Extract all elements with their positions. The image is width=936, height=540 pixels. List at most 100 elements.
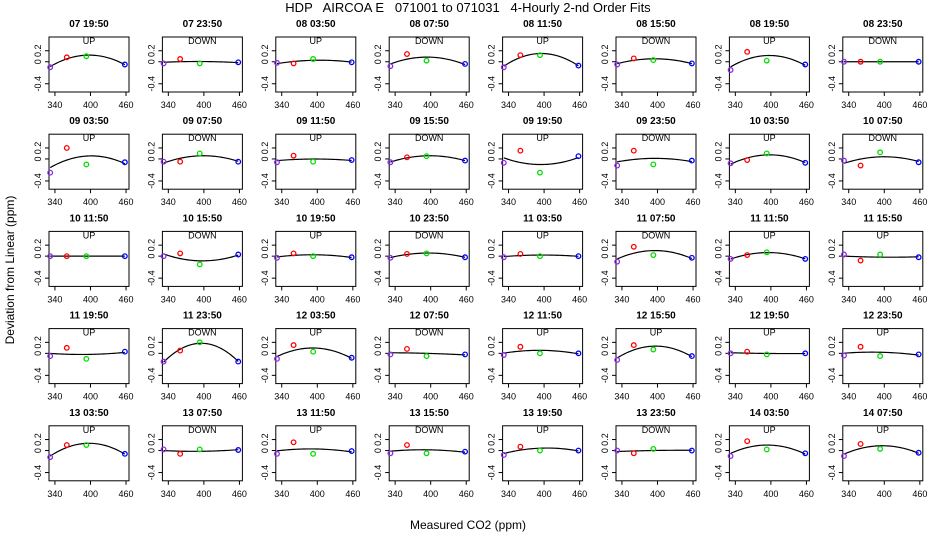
data-point bbox=[348, 157, 355, 163]
y-tick-label: 0.2 bbox=[260, 239, 270, 252]
data-point bbox=[121, 61, 128, 68]
y-tick-label: -0.4 bbox=[487, 465, 497, 481]
y-tick-label: 0 bbox=[827, 351, 837, 356]
y-tick-label: -0.4 bbox=[33, 465, 43, 481]
panel-direction-label: DOWN bbox=[642, 230, 671, 240]
data-point bbox=[290, 342, 297, 349]
x-tick-label: 400 bbox=[310, 294, 325, 304]
y-tick-label: -0.4 bbox=[373, 465, 383, 481]
y-tick-label: 0.2 bbox=[827, 142, 837, 155]
data-point bbox=[121, 450, 128, 457]
y-tick-label: -0.4 bbox=[373, 270, 383, 286]
data-point bbox=[915, 159, 922, 166]
panel-direction-label: UP bbox=[763, 133, 776, 143]
y-tick-label: -0.4 bbox=[713, 368, 723, 384]
y-tick-label: 0.2 bbox=[600, 433, 610, 446]
y-tick-label: 0 bbox=[33, 59, 43, 64]
x-tick-label: 400 bbox=[196, 489, 211, 499]
data-point bbox=[688, 254, 695, 261]
panel-title: 11 07:50 bbox=[637, 213, 676, 224]
y-tick-label: 0 bbox=[373, 448, 383, 453]
data-point bbox=[802, 255, 809, 262]
panel-title: 09 07:50 bbox=[183, 116, 223, 127]
y-tick-label: -0.4 bbox=[33, 173, 43, 189]
x-tick-label: 340 bbox=[841, 197, 856, 207]
y-tick-label: -0.4 bbox=[146, 76, 156, 92]
data-point bbox=[614, 162, 621, 169]
panel-direction-label: UP bbox=[536, 425, 549, 435]
data-point bbox=[744, 438, 751, 445]
data-point bbox=[274, 254, 280, 261]
panel-title: 12 19:50 bbox=[750, 311, 790, 322]
data-point bbox=[63, 144, 70, 151]
data-point bbox=[744, 157, 751, 163]
x-tick-label: 460 bbox=[572, 392, 587, 402]
y-tick-label: -0.4 bbox=[260, 270, 270, 286]
y-tick-label: 0 bbox=[713, 59, 723, 64]
panel-frame bbox=[275, 230, 357, 287]
y-tick-label: 0.2 bbox=[713, 44, 723, 57]
x-tick-label: 400 bbox=[196, 392, 211, 402]
x-tick-label: 460 bbox=[572, 100, 587, 110]
y-tick-label: 0.2 bbox=[33, 239, 43, 252]
panel-direction-label: DOWN bbox=[642, 36, 671, 46]
fit-curve bbox=[617, 157, 692, 163]
y-tick-label: -0.4 bbox=[600, 76, 610, 92]
panel-frame bbox=[48, 36, 130, 93]
x-tick-label: 340 bbox=[47, 294, 62, 304]
y-tick-label: 0 bbox=[33, 156, 43, 161]
y-tick-label: 0.2 bbox=[713, 336, 723, 349]
y-tick-label: -0.4 bbox=[146, 368, 156, 384]
y-tick-label: -0.4 bbox=[260, 76, 270, 92]
x-tick-label: 460 bbox=[119, 489, 134, 499]
data-point bbox=[877, 445, 884, 452]
y-tick-label: 0 bbox=[713, 254, 723, 259]
panel-direction-label: DOWN bbox=[869, 36, 898, 46]
data-point bbox=[763, 150, 770, 157]
y-tick-label: -0.4 bbox=[33, 270, 43, 286]
x-tick-label: 340 bbox=[161, 392, 176, 402]
panel-direction-label: DOWN bbox=[188, 133, 217, 143]
x-tick-label: 400 bbox=[763, 100, 778, 110]
data-point bbox=[500, 159, 507, 166]
data-point bbox=[650, 57, 657, 64]
x-tick-label: 340 bbox=[161, 489, 176, 499]
data-point bbox=[727, 350, 734, 357]
data-point bbox=[462, 351, 469, 358]
panel-frame bbox=[502, 133, 584, 190]
x-tick-label: 340 bbox=[501, 392, 516, 402]
x-tick-label: 400 bbox=[877, 392, 892, 402]
fit-curve bbox=[730, 444, 806, 455]
data-point bbox=[575, 153, 582, 160]
fit-curve bbox=[49, 54, 126, 68]
x-tick-label: 400 bbox=[650, 294, 665, 304]
fit-curve bbox=[843, 445, 919, 455]
x-tick-label: 400 bbox=[650, 489, 665, 499]
data-point bbox=[47, 454, 54, 461]
panel-frame bbox=[388, 230, 470, 287]
panel-frame bbox=[161, 133, 243, 190]
data-point bbox=[857, 343, 864, 350]
data-point bbox=[83, 253, 90, 260]
x-tick-label: 460 bbox=[119, 197, 134, 207]
panel-frame bbox=[48, 133, 130, 190]
x-tick-label: 400 bbox=[763, 294, 778, 304]
x-tick-label: 460 bbox=[799, 294, 814, 304]
panel-direction-label: UP bbox=[83, 230, 96, 240]
data-point bbox=[536, 253, 543, 260]
x-tick-label: 400 bbox=[83, 294, 98, 304]
x-tick-label: 400 bbox=[877, 197, 892, 207]
data-point bbox=[575, 253, 582, 260]
y-tick-label: 0.2 bbox=[713, 142, 723, 155]
data-point bbox=[857, 257, 864, 264]
data-point bbox=[802, 350, 809, 357]
panel-frame bbox=[275, 328, 357, 385]
y-tick-label: 0 bbox=[487, 254, 497, 259]
data-point bbox=[235, 358, 242, 365]
panel-direction-label: UP bbox=[536, 133, 549, 143]
data-point bbox=[387, 63, 394, 70]
data-point bbox=[727, 453, 734, 459]
data-point bbox=[841, 58, 847, 65]
data-point bbox=[536, 447, 543, 454]
data-point bbox=[688, 353, 695, 360]
